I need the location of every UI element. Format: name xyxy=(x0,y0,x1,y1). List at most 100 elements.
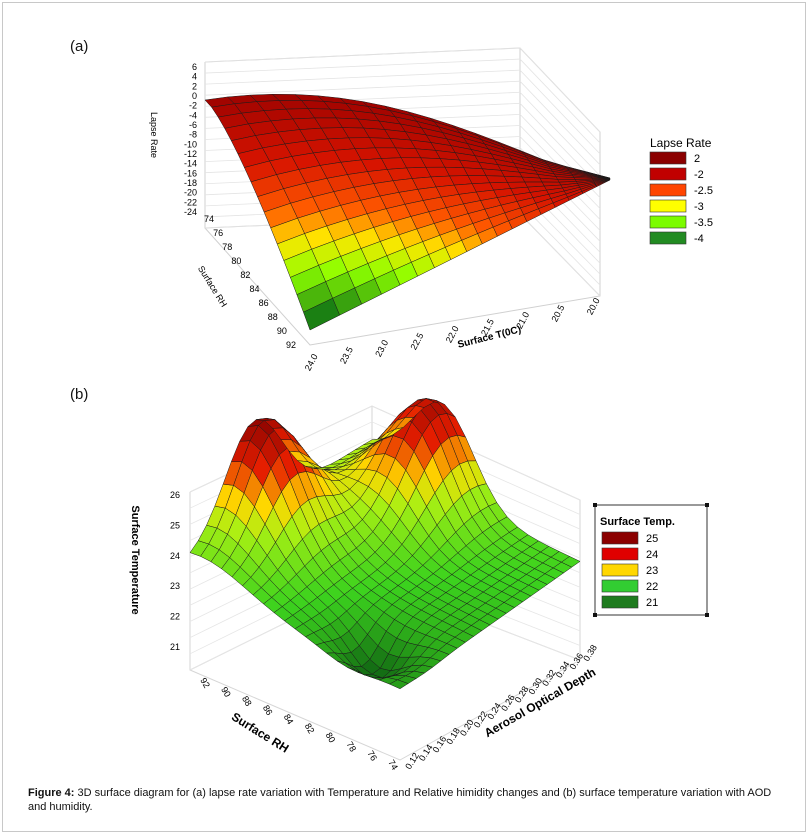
chart-b-z-axis-title: Surface Temperature xyxy=(129,505,141,614)
chart-a-z-tick-label: -6 xyxy=(189,120,197,130)
chart-a-gridline xyxy=(204,69,521,85)
chart-a-lapse-rate-surface: 6420-2-4-6-8-10-12-14-16-18-20-22-247476… xyxy=(149,47,713,372)
chart-a-legend-swatch xyxy=(649,151,687,165)
chart-a-legend: Lapse Rate 2 -2 -2.5 -3 -3.5 -4 xyxy=(649,136,713,245)
chart-b-legend-swatch xyxy=(601,595,639,609)
chart-a-z-tick-label: -18 xyxy=(184,178,197,188)
chart-a-y-tick-label: 84 xyxy=(250,284,260,294)
chart-b-legend-handle xyxy=(705,503,709,507)
chart-b-x-tick-label: 82 xyxy=(303,722,317,736)
chart-b-legend-swatch xyxy=(601,563,639,577)
chart-a-x-tick-label: 22.5 xyxy=(408,331,425,351)
figure-caption: Figure 4: 3D surface diagram for (a) lap… xyxy=(28,786,788,814)
chart-b-legend-label: 23 xyxy=(646,565,658,577)
chart-a-y-tick-label: 88 xyxy=(268,312,278,322)
chart-a-z-tick-label: -12 xyxy=(184,149,197,159)
chart-a-y-tick-label: 86 xyxy=(259,298,269,308)
chart-b-z-tick-label: 23 xyxy=(170,581,180,591)
chart-b-x-tick-label: 80 xyxy=(324,731,338,745)
chart-a-legend-title: Lapse Rate xyxy=(650,136,712,150)
chart-a-x-tick-label: 24.0 xyxy=(303,352,320,372)
chart-a-z-tick-label: -10 xyxy=(184,139,197,149)
chart-a-gridline xyxy=(519,58,601,144)
panel-label-b: (b) xyxy=(70,386,89,403)
chart-b-legend-swatch xyxy=(601,579,639,593)
chart-b-z-tick-label: 24 xyxy=(170,551,180,561)
chart-a-legend-swatch xyxy=(649,215,687,229)
chart-b-legend-title: Surface Temp. xyxy=(600,516,675,528)
chart-a-legend-label: 2 xyxy=(694,153,700,165)
chart-a-x-tick-label: 20.5 xyxy=(549,303,566,323)
chart-a-gridline xyxy=(204,47,521,63)
chart-b-x-tick-label: 76 xyxy=(365,749,379,763)
chart-a-z-tick-label: -4 xyxy=(189,110,197,120)
caption-prefix: Figure 4: xyxy=(28,787,75,799)
chart-b-surface xyxy=(189,398,581,690)
chart-b-x-tick-label: 78 xyxy=(344,740,358,754)
chart-b-x-tick-label: 92 xyxy=(198,676,212,690)
panel-label-a: (a) xyxy=(70,38,89,55)
chart-b-x-tick-label: 90 xyxy=(219,685,233,699)
chart-b-y-tick-label: 0.38 xyxy=(581,643,599,663)
chart-a-gridline xyxy=(204,80,521,96)
chart-b-z-tick-label: 22 xyxy=(170,612,180,622)
chart-b-x-tick-label: 86 xyxy=(261,703,275,717)
chart-a-y-tick-label: 74 xyxy=(204,214,214,224)
chart-a-surface xyxy=(204,94,611,331)
chart-b-legend-label: 24 xyxy=(646,549,658,561)
chart-a-gridline xyxy=(519,69,601,155)
chart-a-legend-label: -2.5 xyxy=(694,185,713,197)
chart-a-y-tick-label: 92 xyxy=(286,340,296,350)
chart-a-surface-cell xyxy=(595,179,611,188)
chart-b-legend-label: 22 xyxy=(646,581,658,593)
chart-a-legend-label: -3 xyxy=(694,201,704,213)
chart-a-z-tick-label: -22 xyxy=(184,197,197,207)
chart-a-legend-swatch xyxy=(649,231,687,245)
chart-b-x-tick-label: 84 xyxy=(282,712,296,726)
chart-a-y-axis-title: Surface RH xyxy=(196,264,229,309)
chart-b-legend-handle xyxy=(705,613,709,617)
chart-a-z-axis-title: Lapse Rate xyxy=(149,112,159,158)
chart-a-z-tick-label: 4 xyxy=(192,72,197,82)
chart-a-z-tick-label: 0 xyxy=(192,91,197,101)
chart-a-y-tick-label: 82 xyxy=(240,270,250,280)
chart-a-gridline xyxy=(204,58,521,74)
chart-a-z-tick-label: -24 xyxy=(184,207,197,217)
chart-a-z-tick-label: -16 xyxy=(184,168,197,178)
chart-b-legend-swatch xyxy=(601,547,639,561)
chart-a-legend-label: -2 xyxy=(694,169,704,181)
chart-a-x-tick-label: 23.0 xyxy=(373,338,390,358)
chart-b-legend-swatch xyxy=(601,531,639,545)
chart-a-legend-swatch xyxy=(649,199,687,213)
chart-a-y-tick-label: 78 xyxy=(222,242,232,252)
chart-a-x-tick-label: 20.0 xyxy=(585,296,602,316)
chart-a-legend-swatch xyxy=(649,183,687,197)
chart-a-gridline xyxy=(519,91,601,177)
chart-a-y-tick-label: 76 xyxy=(213,228,223,238)
chart-a-z-tick-label: -14 xyxy=(184,159,197,169)
chart-a-legend-label: -4 xyxy=(694,233,704,245)
chart-b-legend-handle xyxy=(593,503,597,507)
chart-b-x-tick-label: 74 xyxy=(386,758,400,772)
chart-b-y-axis-title: Aerosol Optical Depth xyxy=(482,665,598,740)
chart-a-z-tick-label: -8 xyxy=(189,130,197,140)
chart-b-x-tick-label: 88 xyxy=(240,694,254,708)
chart-a-surface-cell xyxy=(503,175,526,183)
chart-a-gridline xyxy=(519,47,601,133)
chart-b-legend-label: 21 xyxy=(646,597,658,609)
chart-a-y-tick-label: 80 xyxy=(231,256,241,266)
chart-b-z-tick-label: 26 xyxy=(170,490,180,500)
chart-b-legend: Surface Temp. 25 24 23 22 21 xyxy=(593,503,709,617)
chart-b-z-tick-label: 21 xyxy=(170,642,180,652)
chart-a-z-tick-label: -20 xyxy=(184,188,197,198)
chart-a-x-tick-label: 23.5 xyxy=(338,345,355,365)
caption-text: 3D surface diagram for (a) lapse rate va… xyxy=(28,787,772,813)
chart-a-legend-label: -3.5 xyxy=(694,217,713,229)
chart-a-z-tick-label: 6 xyxy=(192,62,197,72)
chart-b-legend-handle xyxy=(593,613,597,617)
chart-a-legend-swatch xyxy=(649,167,687,181)
chart-a-gridline xyxy=(519,213,601,297)
chart-b-legend-label: 25 xyxy=(646,533,658,545)
